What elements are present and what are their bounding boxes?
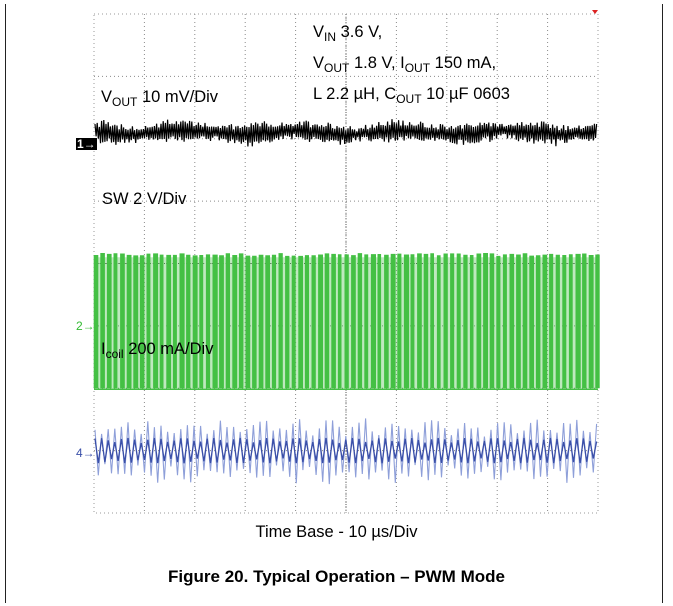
ch1-marker: 1→ (76, 137, 97, 151)
l-cout-setting-label: L 2.2 µH, COUT 10 µF 0603 (313, 85, 510, 106)
ch1-scale-label: VOUT 10 mV/Div (101, 88, 219, 109)
vout-iout-setting-label: VOUT 1.8 V, IOUT 150 mA, (313, 54, 497, 75)
vout-trace (94, 119, 598, 147)
vout-waveform (94, 119, 598, 147)
vin-setting-label: VIN 3.6 V, (313, 23, 383, 44)
icoil-trace (94, 418, 598, 485)
ch4-marker: 4→ (76, 446, 95, 460)
icoil-ripple-core (94, 437, 598, 464)
ch2-scale-label: SW 2 V/Div (102, 190, 187, 208)
ch2-marker: 2→ (76, 319, 95, 333)
figure-caption: Figure 20. Typical Operation – PWM Mode (168, 567, 505, 586)
sw-waveform (93, 253, 600, 389)
sw-trace (93, 253, 600, 390)
time-base-label: Time Base - 10 µs/Div (255, 523, 418, 541)
ch4-scale-label: Icoil 200 mA/Div (101, 340, 214, 361)
oscilloscope-plot (93, 10, 600, 514)
trigger-marker (592, 10, 598, 14)
figure-frame (5, 4, 663, 603)
